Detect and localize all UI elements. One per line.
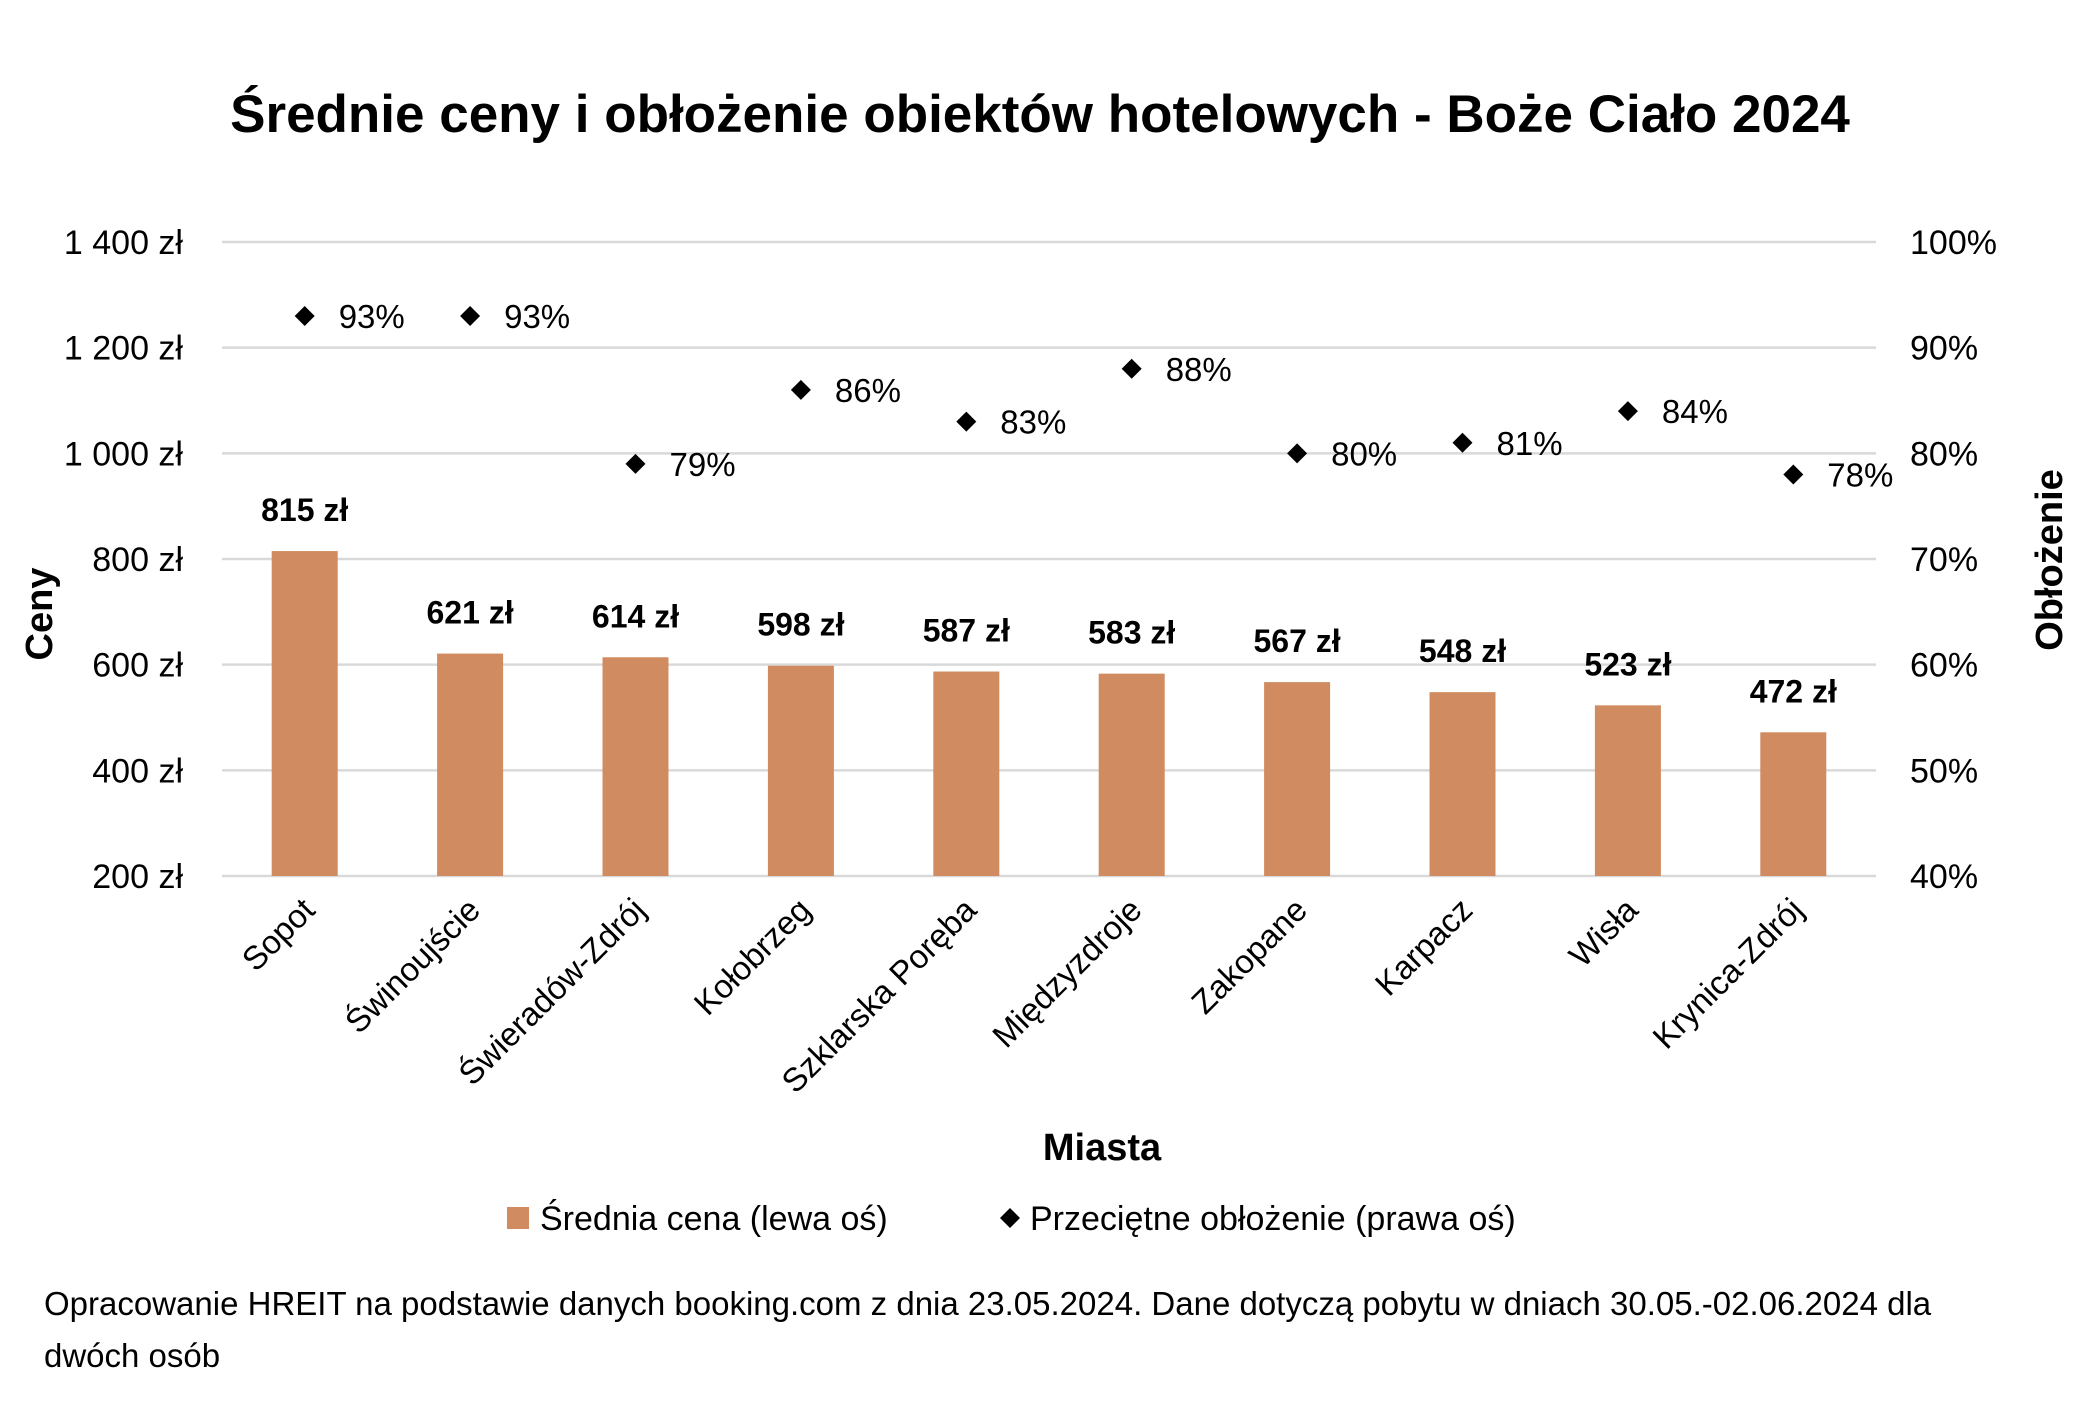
y2-tick-label: 80% bbox=[1910, 435, 1978, 473]
occupancy-marker bbox=[1783, 464, 1804, 485]
price-bar bbox=[933, 671, 1000, 876]
y-tick-label: 600 zł bbox=[92, 647, 183, 685]
occupancy-marker bbox=[1287, 443, 1308, 464]
occupancy-label: 80% bbox=[1331, 435, 1397, 472]
occupancy-marker bbox=[1617, 401, 1638, 422]
category-label: Świnoujście bbox=[337, 890, 487, 1040]
y-tick-label: 1 400 zł bbox=[64, 224, 184, 262]
occupancy-label: 93% bbox=[504, 298, 570, 335]
price-bar bbox=[271, 551, 338, 876]
y2-axis-title: Obłożenie bbox=[2029, 469, 2071, 651]
y-tick-label: 800 zł bbox=[92, 541, 183, 579]
legend: Średnia cena (lewa oś) Przeciętne obłoże… bbox=[507, 1199, 1516, 1238]
occupancy-marker bbox=[1452, 432, 1473, 453]
occupancy-marker bbox=[294, 305, 315, 326]
y2-tick-label: 40% bbox=[1910, 858, 1978, 896]
price-bar bbox=[1264, 682, 1331, 876]
price-bar-label: 598 zł bbox=[757, 607, 844, 643]
y-tick-label: 400 zł bbox=[92, 752, 183, 790]
category-label: Sopot bbox=[234, 891, 321, 978]
occupancy-label: 86% bbox=[835, 372, 901, 409]
category-label: Wisła bbox=[1562, 890, 1646, 974]
occupancy-label: 83% bbox=[1000, 404, 1066, 441]
y2-tick-label: 50% bbox=[1910, 752, 1978, 790]
left-axis-ticks: 200 zł 400 zł 600 zł 800 zł 1 000 zł 1 200 zł… bbox=[64, 224, 184, 896]
category-label: Zakopane bbox=[1184, 891, 1314, 1021]
y-tick-label: 200 zł bbox=[92, 858, 183, 896]
price-bar-label: 583 zł bbox=[1088, 615, 1175, 651]
price-bar-label: 587 zł bbox=[923, 613, 1010, 649]
price-bar-label: 621 zł bbox=[427, 595, 514, 631]
price-bar-labels: 815 zł 621 zł 614 zł 598 zł 587 zł 583 zł 567 … bbox=[261, 492, 1837, 709]
occupancy-label: 81% bbox=[1497, 425, 1563, 462]
price-bar bbox=[1760, 732, 1827, 876]
occupancy-label: 78% bbox=[1827, 456, 1893, 493]
occupancy-label: 93% bbox=[339, 298, 405, 335]
y2-tick-label: 90% bbox=[1910, 330, 1978, 368]
legend-diamond-icon bbox=[1000, 1208, 1020, 1228]
occupancy-label: 84% bbox=[1662, 393, 1728, 430]
category-label: Krynica-Zdrój bbox=[1645, 891, 1810, 1056]
occupancy-marker bbox=[1121, 358, 1142, 379]
price-bar bbox=[437, 653, 504, 876]
right-axis-ticks: 40% 50% 60% 70% 80% 90% 100% bbox=[1910, 224, 1997, 896]
price-bar bbox=[1429, 692, 1496, 876]
legend-bar-label: Średnia cena (lewa oś) bbox=[540, 1199, 888, 1238]
y2-tick-label: 70% bbox=[1910, 541, 1978, 579]
price-bar bbox=[602, 657, 669, 876]
price-bar-label: 614 zł bbox=[592, 598, 679, 634]
x-axis-title: Miasta bbox=[1043, 1127, 1162, 1169]
occupancy-marker bbox=[956, 411, 977, 432]
footnote: Opracowanie HREIT na podstawie danych bo… bbox=[44, 1285, 1932, 1374]
price-bar-label: 815 zł bbox=[261, 492, 348, 528]
y2-tick-label: 100% bbox=[1910, 224, 1997, 262]
price-bar bbox=[1594, 705, 1661, 876]
category-label: Karpacz bbox=[1368, 891, 1480, 1003]
price-bar bbox=[1098, 673, 1165, 876]
category-label: Międzyzdroje bbox=[985, 891, 1149, 1055]
price-bars bbox=[271, 551, 1827, 876]
price-bar-label: 523 zł bbox=[1584, 646, 1671, 682]
category-label: Kołobrzeg bbox=[687, 891, 818, 1022]
y2-tick-label: 60% bbox=[1910, 647, 1978, 685]
price-bar-label: 548 zł bbox=[1419, 633, 1506, 669]
occupancy-labels: 93% 93% 79% 86% 83% 88% 80% 81% 84% 78% bbox=[339, 298, 1894, 494]
occupancy-marker bbox=[790, 379, 811, 400]
y-tick-label: 1 200 zł bbox=[64, 330, 184, 368]
occupancy-marker bbox=[625, 453, 646, 474]
chart-title: Średnie ceny i obłożenie obiektów hotelo… bbox=[230, 84, 1850, 144]
chart: Średnie ceny i obłożenie obiektów hotelo… bbox=[19, 84, 2071, 1238]
occupancy-label: 88% bbox=[1166, 351, 1232, 388]
price-bar-label: 472 zł bbox=[1750, 673, 1837, 709]
y-axis-title: Ceny bbox=[19, 568, 61, 661]
price-bar bbox=[767, 665, 834, 876]
legend-bar-swatch bbox=[507, 1207, 529, 1229]
legend-marker-label: Przeciętne obłożenie (prawa oś) bbox=[1030, 1200, 1516, 1238]
occupancy-label: 79% bbox=[670, 446, 736, 483]
y-tick-label: 1 000 zł bbox=[64, 435, 184, 473]
price-bar-label: 567 zł bbox=[1254, 623, 1341, 659]
occupancy-marker bbox=[460, 305, 481, 326]
occupancy-markers bbox=[294, 305, 1804, 485]
